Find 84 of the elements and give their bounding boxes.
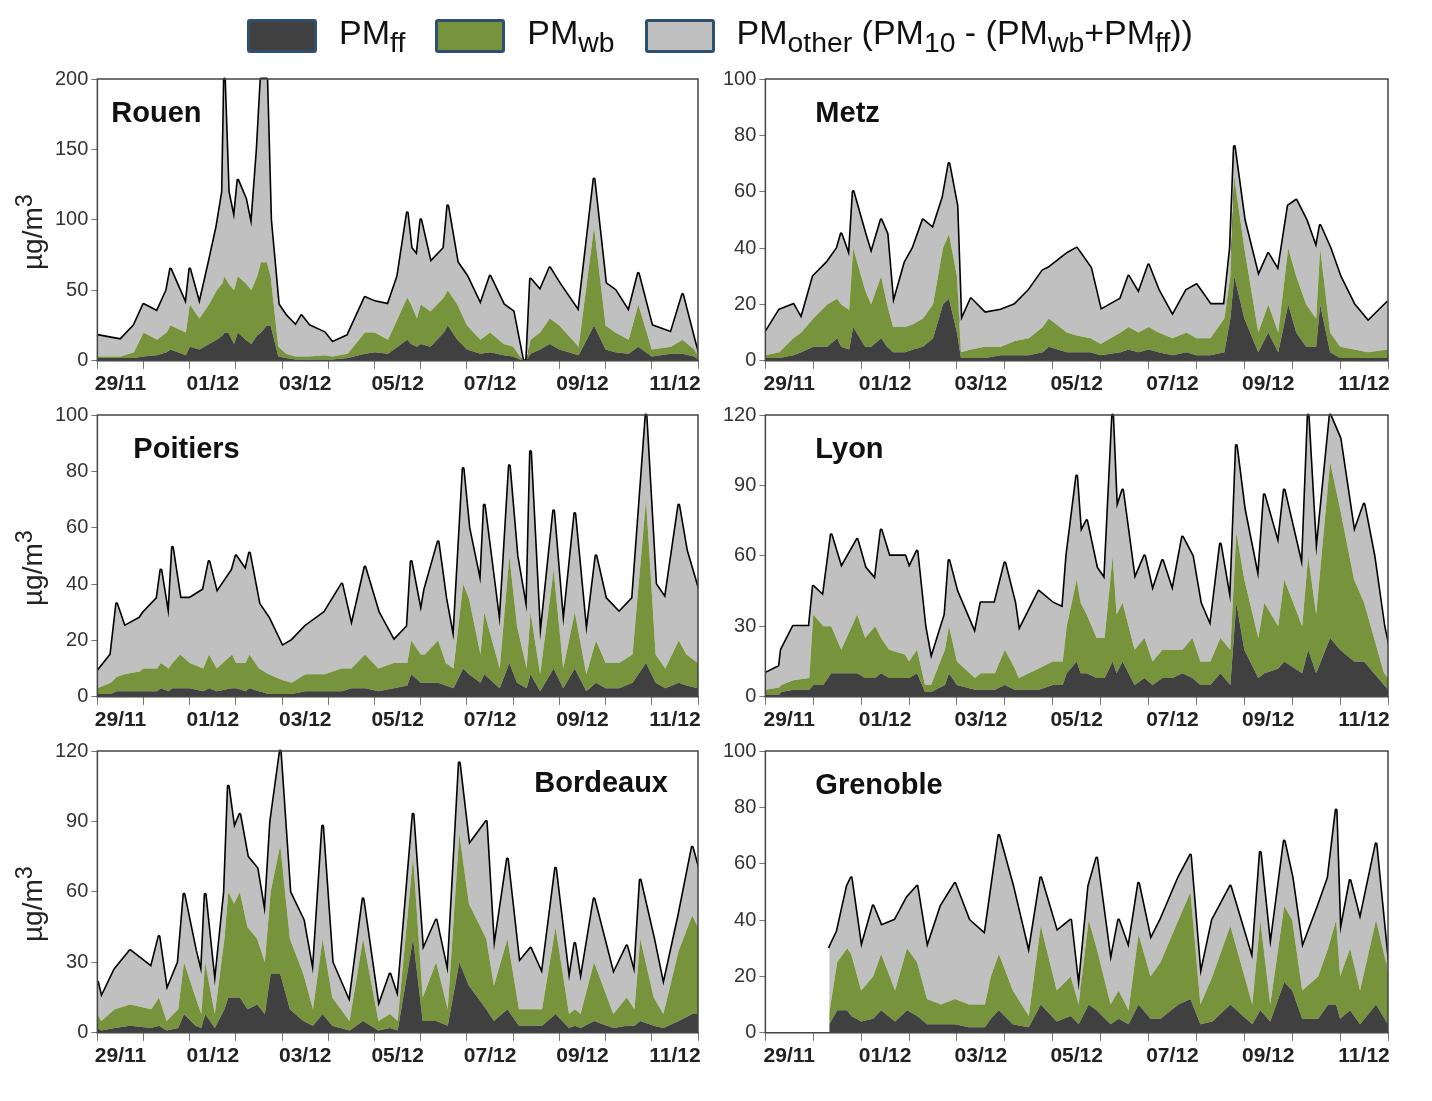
- y-tick-label: 30: [66, 949, 89, 972]
- y-tick-label: 40: [734, 235, 757, 258]
- x-tick-label: 09/12: [556, 371, 609, 395]
- x-tick-label: 01/12: [186, 371, 240, 395]
- y-tick-label: 0: [77, 348, 89, 371]
- y-tick-label: 90: [66, 808, 89, 831]
- x-tick-label: 05/12: [1050, 707, 1103, 731]
- text: Bordeaux: [534, 765, 668, 798]
- x-tick-label: 29/11: [763, 707, 816, 731]
- x-tick-label: 05/12: [1050, 1043, 1103, 1067]
- x-tick-label: 11/12: [1338, 371, 1390, 395]
- x-tick-label: 07/12: [463, 371, 517, 395]
- y-tick-label: 40: [66, 571, 89, 594]
- x-tick-label: 03/12: [954, 1043, 1008, 1067]
- x-tick-label: 11/12: [1338, 707, 1390, 731]
- x-tick-label: 11/12: [1338, 1043, 1390, 1067]
- x-tick-label: 29/11: [94, 371, 147, 395]
- x-tick-label: 07/12: [1146, 1043, 1199, 1067]
- y-tick-label: 80: [734, 122, 757, 145]
- x-tick-label: 07/12: [1146, 371, 1199, 395]
- x-tick-label: 09/12: [1241, 707, 1295, 731]
- x-tick-label: 03/12: [279, 371, 332, 395]
- x-tick-label: 11/12: [649, 371, 701, 395]
- y-tick-label: 150: [54, 136, 89, 159]
- x-tick-label: 29/11: [94, 1043, 147, 1067]
- y-tick-label: 90: [734, 472, 757, 495]
- y-tick-label: 60: [66, 879, 89, 902]
- x-tick-label: 01/12: [186, 707, 240, 731]
- y-tick-label: 100: [54, 207, 89, 230]
- y-tick-label: 60: [66, 515, 89, 538]
- x-tick-label: 05/12: [1050, 371, 1103, 395]
- y-tick-label: 30: [734, 613, 757, 636]
- y-tick-label: 60: [734, 851, 757, 874]
- x-tick-label: 01/12: [858, 371, 912, 395]
- y-tick-label: 60: [734, 543, 757, 566]
- x-tick-label: 01/12: [858, 1043, 912, 1067]
- text: Grenoble: [815, 767, 943, 800]
- x-tick-label: 07/12: [463, 707, 517, 731]
- y-tick-label: 0: [745, 348, 757, 371]
- y-tick-label: 0: [77, 684, 89, 707]
- x-tick-label: 07/12: [1146, 707, 1199, 731]
- x-tick-label: 09/12: [1241, 371, 1295, 395]
- text: Poitiers: [133, 431, 240, 464]
- y-tick-label: 200: [54, 66, 89, 89]
- x-tick-label: 03/12: [954, 371, 1008, 395]
- y-tick-label: 0: [745, 1020, 757, 1043]
- x-tick-label: 03/12: [279, 707, 332, 731]
- y-tick-label: 120: [54, 738, 89, 761]
- text: Rouen: [111, 95, 202, 128]
- y-tick-label: 40: [734, 907, 757, 930]
- x-tick-label: 05/12: [371, 1043, 424, 1067]
- legend-label: PM$_{wb}$: [527, 13, 615, 59]
- y-tick-label: 50: [66, 277, 89, 300]
- y-tick-label: 100: [722, 66, 757, 89]
- legend-label: PM$_{ff}$: [339, 13, 406, 59]
- x-tick-label: 03/12: [279, 1043, 332, 1067]
- x-tick-label: 07/12: [463, 1043, 517, 1067]
- y-tick-label: 0: [745, 684, 757, 707]
- x-tick-label: 29/11: [763, 1043, 816, 1067]
- x-tick-label: 29/11: [94, 707, 147, 731]
- y-tick-label: 20: [734, 291, 757, 314]
- y-tick-label: 120: [722, 402, 757, 425]
- x-tick-label: 05/12: [371, 371, 424, 395]
- text: Lyon: [815, 431, 884, 464]
- x-tick-label: 05/12: [371, 707, 424, 731]
- x-tick-label: 09/12: [556, 1043, 609, 1067]
- x-tick-label: 03/12: [954, 707, 1008, 731]
- x-tick-label: 01/12: [186, 1043, 240, 1067]
- y-tick-label: 20: [66, 627, 89, 650]
- y-tick-label: 20: [734, 963, 757, 986]
- x-tick-label: 01/12: [858, 707, 912, 731]
- y-tick-label: 100: [54, 402, 89, 425]
- y-tick-label: 80: [66, 458, 89, 481]
- y-tick-label: 100: [722, 738, 757, 761]
- text: PM$_{other}$ (PM$_{10}$ - (PM$_{wb}$+PM$_{ff}$)): [736, 13, 1193, 58]
- x-tick-label: 11/12: [649, 1043, 701, 1067]
- x-tick-label: 11/12: [649, 707, 701, 731]
- x-tick-label: 29/11: [763, 371, 816, 395]
- y-tick-label: 60: [734, 179, 757, 202]
- y-tick-label: 80: [734, 794, 757, 817]
- x-tick-label: 09/12: [556, 707, 609, 731]
- x-tick-label: 09/12: [1241, 1043, 1295, 1067]
- y-tick-label: 0: [77, 1020, 89, 1043]
- text: Metz: [815, 95, 880, 128]
